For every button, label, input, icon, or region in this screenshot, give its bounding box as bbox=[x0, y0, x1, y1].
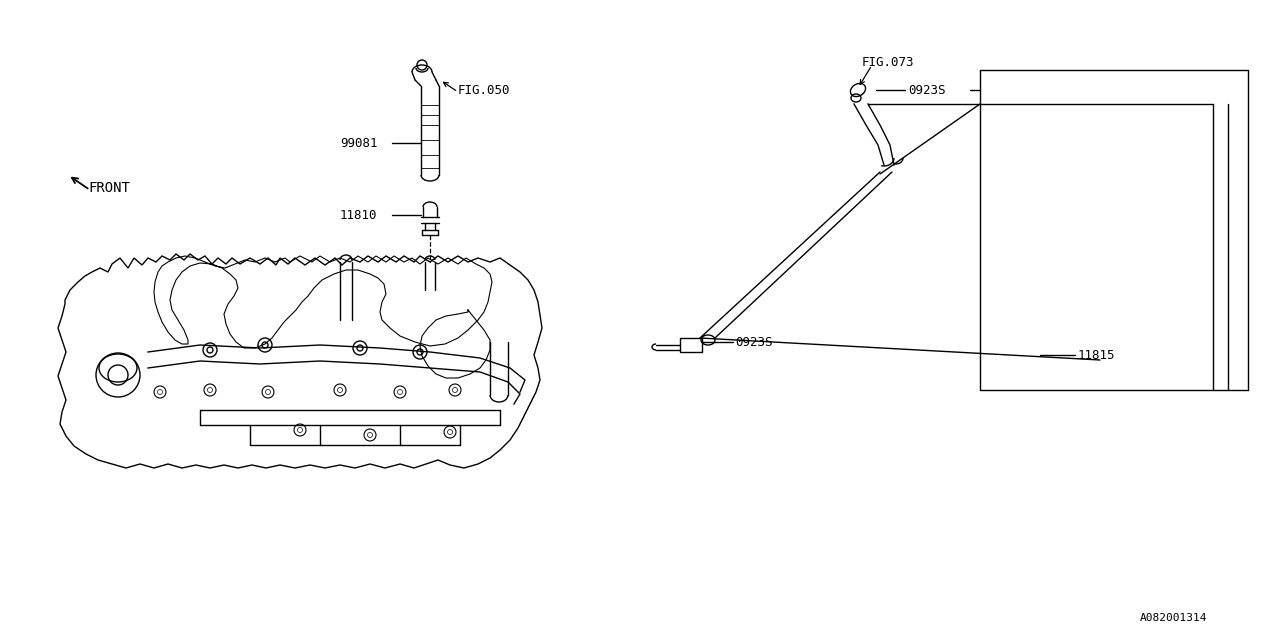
Bar bbox=[680, 338, 701, 352]
Text: 0923S: 0923S bbox=[908, 83, 946, 97]
Text: 99081: 99081 bbox=[340, 136, 378, 150]
Text: 0923S: 0923S bbox=[735, 335, 773, 349]
Text: A082001314: A082001314 bbox=[1140, 613, 1207, 623]
Text: 11810: 11810 bbox=[340, 209, 378, 221]
Text: FIG.073: FIG.073 bbox=[861, 56, 914, 68]
Text: FIG.050: FIG.050 bbox=[458, 83, 511, 97]
Text: FRONT: FRONT bbox=[88, 181, 129, 195]
Text: 11815: 11815 bbox=[1078, 349, 1115, 362]
